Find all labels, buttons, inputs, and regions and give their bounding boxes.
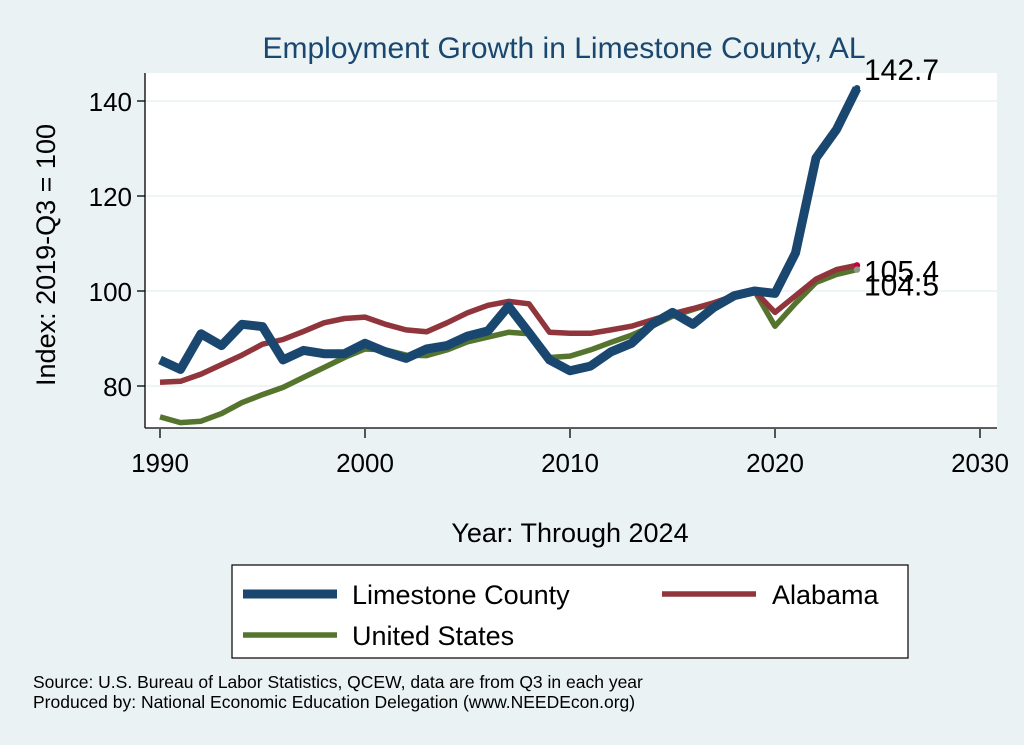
y-tick-label: 140 bbox=[89, 87, 132, 117]
end-value-label: 142.7 bbox=[864, 54, 939, 87]
end-value-label: 104.5 bbox=[864, 270, 939, 303]
x-tick-label: 2000 bbox=[336, 448, 394, 478]
chart-title: Employment Growth in Limestone County, A… bbox=[262, 32, 865, 65]
legend-label: United States bbox=[352, 621, 514, 651]
legend-label: Limestone County bbox=[352, 580, 570, 610]
y-tick-label: 80 bbox=[103, 372, 132, 402]
end-marker bbox=[853, 84, 861, 92]
source-line: Source: U.S. Bureau of Labor Statistics,… bbox=[33, 672, 643, 692]
x-axis-label: Year: Through 2024 bbox=[451, 518, 688, 548]
y-tick-label: 100 bbox=[89, 277, 132, 307]
legend-label: Alabama bbox=[772, 580, 880, 610]
x-tick-label: 2020 bbox=[746, 448, 804, 478]
credit-line: Produced by: National Economic Education… bbox=[33, 692, 636, 712]
x-tick-label: 2030 bbox=[951, 448, 1009, 478]
legend-box bbox=[231, 564, 909, 659]
y-axis-label: Index: 2019-Q3 = 100 bbox=[31, 124, 61, 386]
x-tick-label: 2010 bbox=[541, 448, 599, 478]
series-group bbox=[158, 86, 862, 426]
series-line-limestone bbox=[158, 86, 862, 376]
legend: Limestone County Alabama United States bbox=[231, 564, 909, 659]
x-tick-label: 1990 bbox=[131, 448, 189, 478]
y-tick-label: 120 bbox=[89, 182, 132, 212]
end-value-label: 105.4 bbox=[864, 255, 939, 288]
end-marker bbox=[853, 266, 861, 273]
source-note: Source: U.S. Bureau of Labor Statistics,… bbox=[33, 672, 643, 712]
axes: 80 100 120 140 1990 2000 2010 2020 2030 bbox=[89, 73, 1009, 478]
